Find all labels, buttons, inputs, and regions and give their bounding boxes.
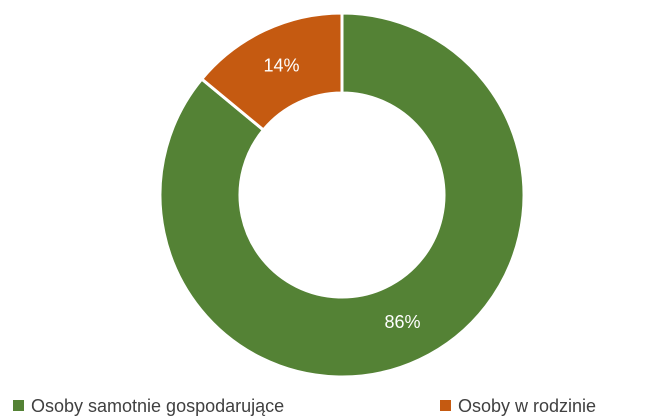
data-label: 14% xyxy=(264,55,300,75)
donut-slice xyxy=(158,11,526,379)
legend-swatch xyxy=(13,400,24,411)
legend-label: Osoby samotnie gospodarujące xyxy=(31,396,284,416)
legend-swatch xyxy=(440,400,451,411)
legend-label: Osoby w rodzinie xyxy=(458,396,596,416)
data-label: 86% xyxy=(384,312,420,332)
donut-slice xyxy=(199,11,344,133)
